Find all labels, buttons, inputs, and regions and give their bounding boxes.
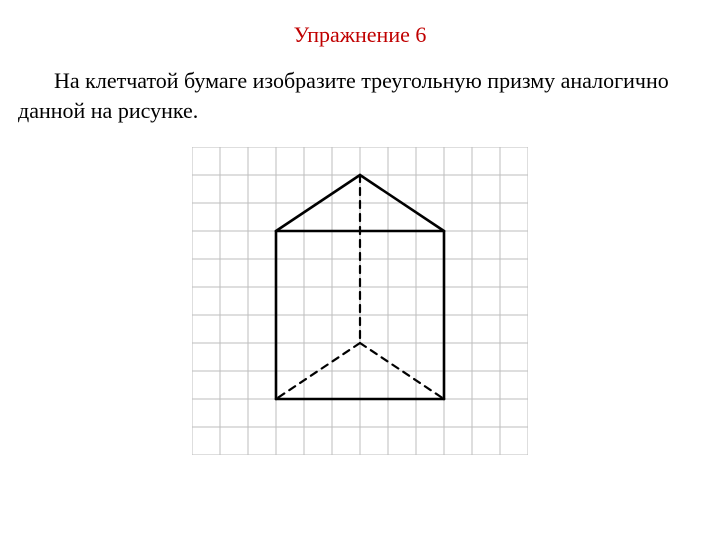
page: { "title": { "text": "Упражнение 6", "co…	[0, 0, 720, 540]
exercise-title: Упражнение 6	[0, 0, 720, 48]
exercise-body: На клетчатой бумаге изобразите треугольн…	[0, 48, 720, 125]
prism-diagram	[192, 147, 528, 455]
exercise-body-text: На клетчатой бумаге изобразите треугольн…	[18, 68, 669, 123]
figure-container	[0, 147, 720, 455]
